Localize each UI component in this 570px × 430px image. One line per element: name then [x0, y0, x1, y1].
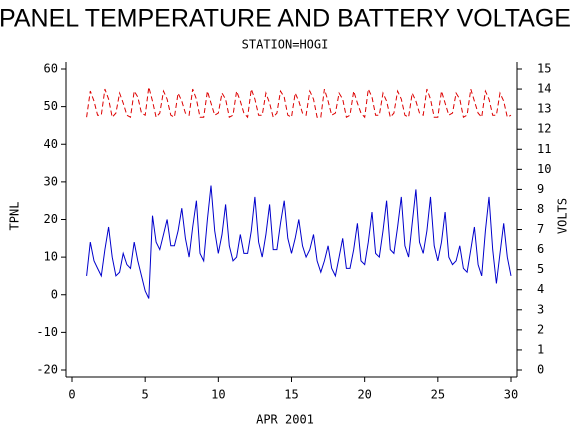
y-tick-label: 60: [44, 62, 58, 76]
y2-tick-label: 4: [537, 282, 544, 296]
y2-tick-label: 14: [537, 82, 551, 96]
x-axis-label: APR 2001: [256, 413, 314, 427]
x-tick-label: 0: [68, 388, 75, 402]
y2-tick-label: 12: [537, 122, 551, 136]
y2-tick-label: 13: [537, 102, 551, 116]
y2-tick-label: 1: [537, 342, 544, 356]
y2-tick-label: 3: [537, 302, 544, 316]
y-axis-label: TPNL: [8, 202, 22, 231]
y2-tick-label: 10: [537, 162, 551, 176]
data-line: [86, 185, 512, 299]
y2-tick-label: 8: [537, 202, 544, 216]
y2-tick-label: 15: [537, 62, 551, 76]
y2-tick-label: 0: [537, 363, 544, 377]
y2-axis-label: VOLTS: [556, 198, 570, 234]
y-tick-label: 20: [44, 212, 58, 226]
x-tick-label: 20: [357, 388, 371, 402]
chart-subtitle: STATION=HOGI: [242, 38, 329, 52]
y2-tick-label: 11: [537, 142, 551, 156]
y-tick-label: 10: [44, 250, 58, 264]
y2-tick-label: 7: [537, 222, 544, 236]
x-tick-label: 30: [504, 388, 518, 402]
x-tick-label: 25: [431, 388, 445, 402]
y2-tick-label: 5: [537, 262, 544, 276]
x-tick-label: 10: [211, 388, 225, 402]
y-tick-label: 0: [51, 287, 58, 301]
chart-title: PANEL TEMPERATURE AND BATTERY VOLTAGE: [0, 5, 570, 33]
y2-tick-label: 9: [537, 182, 544, 196]
y-tick-label: -10: [36, 325, 58, 339]
x-tick-label: 15: [284, 388, 298, 402]
y-tick-label: -20: [36, 363, 58, 377]
x-tick-label: 5: [142, 388, 149, 402]
y-tick-label: 40: [44, 137, 58, 151]
y-tick-label: 30: [44, 174, 58, 188]
y2-tick-label: 6: [537, 242, 544, 256]
y2-tick-label: 2: [537, 322, 544, 336]
y-tick-label: 50: [44, 99, 58, 113]
